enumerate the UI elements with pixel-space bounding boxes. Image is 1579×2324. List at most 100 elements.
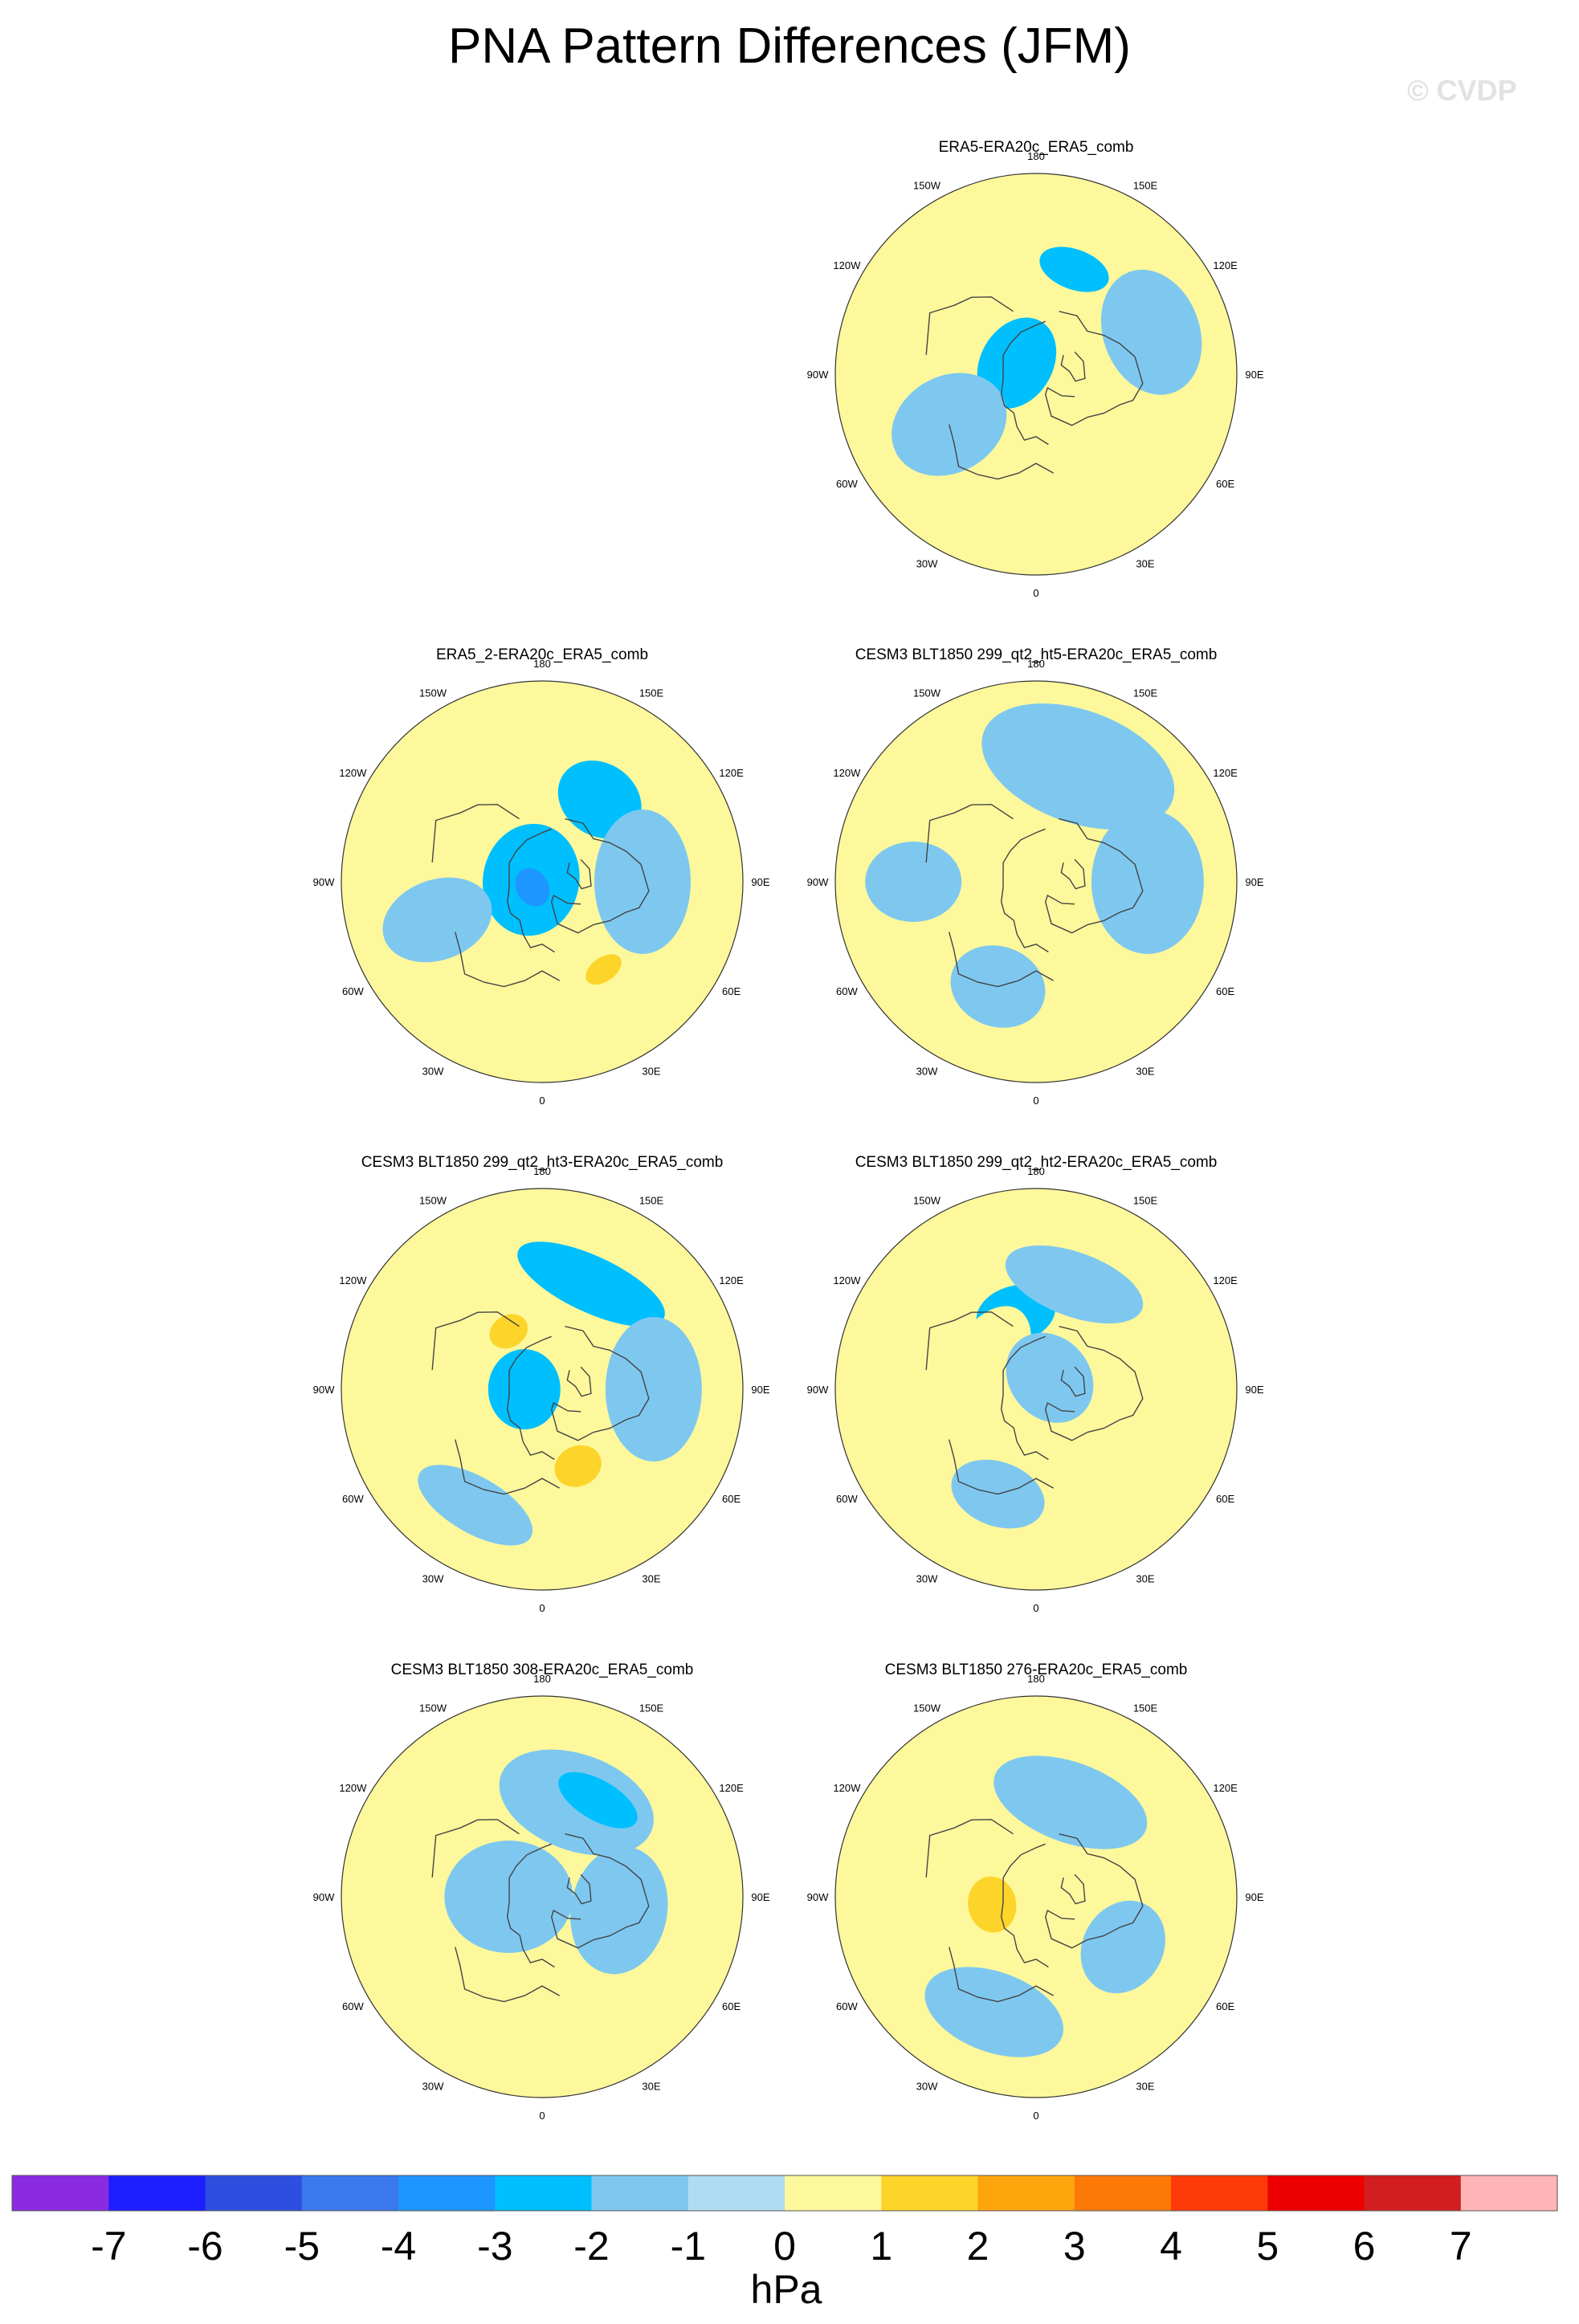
lon-label: 60E: [1216, 985, 1234, 997]
lon-label: 30W: [916, 1066, 938, 1078]
lon-label: 90E: [1245, 876, 1263, 888]
lon-label: 30E: [1136, 1573, 1154, 1585]
lon-label: 60W: [836, 478, 858, 490]
map-panel: CESM3 BLT1850 299_qt2_ht2-ERA20c_ERA5_co…: [807, 1154, 1264, 1614]
lon-label: 150E: [1133, 1194, 1158, 1206]
coastlines: [925, 296, 1144, 480]
anomaly-contour: [1051, 438, 1133, 504]
colorbar-swatch: [881, 2175, 979, 2211]
lon-label: 150W: [419, 1194, 447, 1206]
lon-label: 30W: [916, 558, 938, 570]
map-border: [341, 1188, 744, 1591]
anomaly-contour: [994, 1755, 1148, 1849]
lon-label: 0: [539, 1095, 545, 1107]
lon-label: 60W: [836, 2000, 858, 2012]
panel-title: ERA5-ERA20c_ERA5_comb: [939, 139, 1134, 156]
coastlines: [431, 804, 650, 988]
lon-label: 120W: [339, 1274, 367, 1286]
lon-label: 150W: [419, 1702, 447, 1714]
lon-label: 30E: [1136, 1066, 1154, 1078]
colorbar-swatch: [398, 2175, 496, 2211]
lon-label: 30E: [642, 1066, 660, 1078]
lon-label: 30E: [642, 1573, 660, 1585]
lon-label: 30W: [916, 2081, 938, 2093]
colorbar-swatch: [687, 2175, 785, 2211]
lon-label: 60W: [342, 1493, 364, 1505]
lon-label: 0: [1033, 587, 1038, 599]
lon-label: 150W: [913, 1194, 941, 1206]
anomaly-contour: [418, 1465, 533, 1546]
anomaly-contour: [1044, 1417, 1185, 1549]
lon-label: 120E: [1213, 1274, 1238, 1286]
lon-label: 30W: [422, 1066, 444, 1078]
lon-label: 90W: [807, 1891, 829, 1903]
anomaly-contour: [865, 842, 962, 922]
lon-label: 90W: [313, 1384, 335, 1396]
lon-label: 90W: [807, 369, 829, 381]
anomaly-contour: [945, 1363, 994, 1428]
lon-label: 60W: [342, 985, 364, 997]
lon-label: 30W: [422, 1573, 444, 1585]
colorbar-tick-label: 4: [1160, 2224, 1182, 2269]
anomaly-contour: [488, 1349, 561, 1429]
cvdp-watermark: © CVDP: [1407, 74, 1517, 107]
panel-title: CESM3 BLT1850 299_qt2_ht2-ERA20c_ERA5_co…: [855, 1154, 1218, 1171]
lon-label: 150E: [639, 1702, 664, 1714]
anomaly-contour: [1005, 1245, 1144, 1324]
lon-label: 90W: [313, 876, 335, 888]
map-border: [834, 173, 1238, 576]
lon-label: 120W: [833, 1274, 861, 1286]
anomaly-contour: [1044, 946, 1113, 1000]
colorbar-swatch: [301, 2175, 399, 2211]
lon-label: 150E: [1133, 687, 1158, 699]
colorbar-tick-label: -3: [477, 2224, 512, 2269]
lon-label: 0: [1033, 1095, 1038, 1107]
lon-label: 90W: [807, 876, 829, 888]
anomaly-contour: [942, 853, 1026, 948]
panel-title: CESM3 BLT1850 308-ERA20c_ERA5_comb: [391, 1661, 694, 1678]
lon-label: 90E: [1245, 1891, 1263, 1903]
lon-label: 180: [533, 1165, 551, 1177]
colorbar-units: hPa: [751, 2267, 822, 2312]
coastlines: [925, 1819, 1144, 2003]
lon-label: 60E: [722, 1493, 741, 1505]
map-border: [834, 680, 1238, 1083]
coastlines: [925, 1311, 1144, 1495]
figure-title: PNA Pattern Differences (JFM): [448, 18, 1131, 74]
map-border: [834, 1695, 1238, 2098]
lon-label: 60W: [342, 2000, 364, 2012]
colorbar-swatch: [12, 2175, 109, 2211]
lon-label: 150E: [1133, 179, 1158, 191]
lon-label: 60E: [1216, 1493, 1234, 1505]
colorbar-swatch: [785, 2175, 882, 2211]
anomaly-contour: [554, 1445, 602, 1487]
panel-title: CESM3 BLT1850 276-ERA20c_ERA5_comb: [885, 1661, 1188, 1678]
colorbar-tick-label: 2: [967, 2224, 989, 2269]
lon-label: 30E: [1136, 558, 1154, 570]
anomaly-contour: [517, 1242, 665, 1327]
anomaly-contour: [570, 1846, 668, 1975]
lon-label: 150W: [419, 687, 447, 699]
lon-label: 150E: [1133, 1702, 1158, 1714]
anomaly-contour: [382, 877, 492, 963]
colorbar-tick-label: -5: [284, 2224, 320, 2269]
colorbar-tick-label: -7: [91, 2224, 126, 2269]
lon-label: 90E: [751, 1891, 769, 1903]
colorbar-swatch: [1171, 2175, 1268, 2211]
anomaly-contour: [1100, 269, 1202, 395]
panel-title: CESM3 BLT1850 299_qt2_ht3-ERA20c_ERA5_co…: [361, 1154, 724, 1171]
colorbar-swatch: [1074, 2175, 1172, 2211]
lon-label: 60E: [1216, 478, 1234, 490]
colorbar-tick-label: -4: [381, 2224, 416, 2269]
lon-label: 60E: [1216, 2000, 1234, 2012]
map-panel: CESM3 BLT1850 299_qt2_ht3-ERA20c_ERA5_co…: [313, 1154, 770, 1614]
anomaly-contour: [605, 1317, 702, 1462]
lon-label: 0: [1033, 2110, 1038, 2122]
lon-label: 0: [539, 2110, 545, 2122]
colorbar-tick-label: 6: [1353, 2224, 1376, 2269]
lon-label: 120W: [339, 767, 367, 779]
